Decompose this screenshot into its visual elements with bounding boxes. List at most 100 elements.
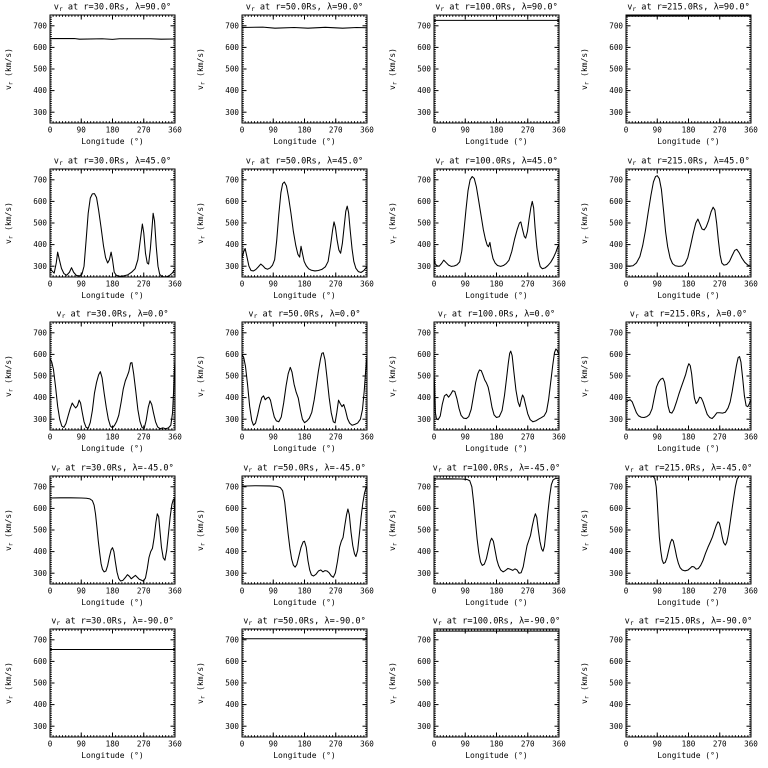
velocity-curve [49,497,176,582]
x-tick-label: 90 [653,279,663,288]
y-tick-label: 700 [609,175,623,184]
y-axis-label: vr (km/s) [388,662,399,704]
plot-frame [241,628,368,738]
panel-r100_0Rs-lamm90_0: vr at r=100.0Rs, λ=-90.0° 0 90 180 270 360 300… [388,617,566,760]
y-tick-label: 300 [225,569,239,578]
x-tick-label: 270 [521,433,535,442]
panel-title: vr at r=50.0Rs, λ=90.0° [246,2,363,13]
y-tick-label: 300 [417,108,431,117]
y-axis-label: vr (km/s) [388,509,399,551]
panel-title: vr at r=50.0Rs, λ=-90.0° [243,617,366,628]
x-tick-label: 90 [461,586,471,595]
x-tick-label: 270 [329,279,343,288]
y-tick-label: 400 [417,240,431,249]
y-tick-label: 600 [417,43,431,52]
x-tick-label: 180 [682,125,696,134]
axis-ticks [241,475,368,585]
y-tick-label: 500 [417,65,431,74]
x-tick-label: 270 [329,433,343,442]
panel-title: vr at r=30.0Rs, λ=-90.0° [51,617,174,628]
x-axis-label: Longitude (°) [465,751,528,760]
velocity-curve [433,477,560,574]
x-tick-label: 360 [168,740,182,749]
y-tick-label: 700 [33,329,47,338]
y-tick-label: 500 [33,218,47,227]
x-tick-label: 360 [744,279,758,288]
y-tick-label: 400 [609,86,623,95]
velocity-curve [433,175,560,269]
panel-r30_0Rs-lamm90_0: vr at r=30.0Rs, λ=-90.0° 0 90 180 270 360 300 4… [4,617,182,760]
x-axis-label: Longitude (°) [465,137,528,146]
x-tick-label: 270 [713,279,727,288]
x-tick-label: 270 [329,586,343,595]
y-tick-label: 500 [33,525,47,534]
y-axis-label: vr (km/s) [196,662,207,704]
x-tick-label: 0 [432,125,437,134]
plot-frame [433,475,560,585]
panel-r100_0Rs-lam0_0: vr at r=100.0Rs, λ=0.0° 0 90 180 270 360 300 40… [388,310,566,453]
x-axis-label: Longitude (°) [657,598,720,607]
y-tick-label: 700 [417,175,431,184]
x-tick-label: 0 [240,740,245,749]
y-tick-label: 500 [33,65,47,74]
plot-frame [433,14,560,124]
velocity-curve [625,174,752,267]
y-tick-label: 400 [609,701,623,710]
y-tick-label: 400 [609,240,623,249]
velocity-curve [49,192,176,278]
panel-title: vr at r=100.0Rs, λ=0.0° [438,310,555,321]
y-axis-label: vr (km/s) [580,355,591,397]
x-tick-label: 0 [624,125,629,134]
x-tick-label: 270 [521,740,535,749]
x-tick-label: 90 [653,125,663,134]
x-tick-label: 180 [106,586,120,595]
axis-ticks [241,168,368,278]
y-tick-label: 700 [225,482,239,491]
panel-title: vr at r=100.0Rs, λ=90.0° [435,2,558,13]
y-axis-label: vr (km/s) [4,509,15,551]
x-tick-label: 360 [360,125,374,134]
panel-r215_0Rs-lam45_0: vr at r=215.0Rs, λ=45.0° 0 90 180 270 360 300 4… [580,156,758,299]
x-tick-label: 180 [106,125,120,134]
y-tick-label: 300 [33,415,47,424]
y-tick-label: 300 [609,108,623,117]
y-tick-label: 700 [225,329,239,338]
x-axis-label: Longitude (°) [273,137,336,146]
x-axis-label: Longitude (°) [465,598,528,607]
y-axis-label: vr (km/s) [196,48,207,90]
panel-r50_0Rs-lamm90_0: vr at r=50.0Rs, λ=-90.0° 0 90 180 270 360 300 4… [196,617,374,760]
y-tick-label: 500 [225,218,239,227]
y-tick-label: 300 [33,722,47,731]
panel-r50_0Rs-lam0_0: vr at r=50.0Rs, λ=0.0° 0 90 180 270 360 300 400… [196,310,374,453]
x-tick-label: 0 [48,125,53,134]
x-tick-label: 180 [682,740,696,749]
x-tick-label: 360 [168,586,182,595]
y-tick-label: 500 [609,525,623,534]
panel-title: vr at r=30.0Rs, λ=90.0° [54,2,171,13]
velocity-curve [241,352,368,426]
x-tick-label: 90 [269,586,279,595]
x-axis-label: Longitude (°) [81,598,144,607]
x-axis-label: Longitude (°) [657,444,720,453]
y-tick-label: 700 [417,636,431,645]
x-tick-label: 270 [713,740,727,749]
panel-r30_0Rs-lam45_0: vr at r=30.0Rs, λ=45.0° 0 90 180 270 360 300 40… [4,156,182,299]
y-tick-label: 600 [225,657,239,666]
x-tick-label: 270 [713,433,727,442]
y-tick-label: 700 [609,329,623,338]
y-tick-label: 700 [33,482,47,491]
y-axis-label: vr (km/s) [388,48,399,90]
panel-title: vr at r=100.0Rs, λ=45.0° [435,156,558,167]
y-tick-label: 600 [609,43,623,52]
axis-ticks [241,321,368,431]
panel-r50_0Rs-lam45_0: vr at r=50.0Rs, λ=45.0° 0 90 180 270 360 300 40… [196,156,374,299]
x-tick-label: 270 [137,279,151,288]
y-axis-label: vr (km/s) [580,202,591,244]
x-tick-label: 0 [432,586,437,595]
x-tick-label: 360 [552,740,566,749]
x-tick-label: 90 [653,740,663,749]
panel-title: vr at r=100.0Rs, λ=-90.0° [433,617,561,628]
y-axis-label: vr (km/s) [4,202,15,244]
panel-title: vr at r=30.0Rs, λ=0.0° [56,310,168,321]
